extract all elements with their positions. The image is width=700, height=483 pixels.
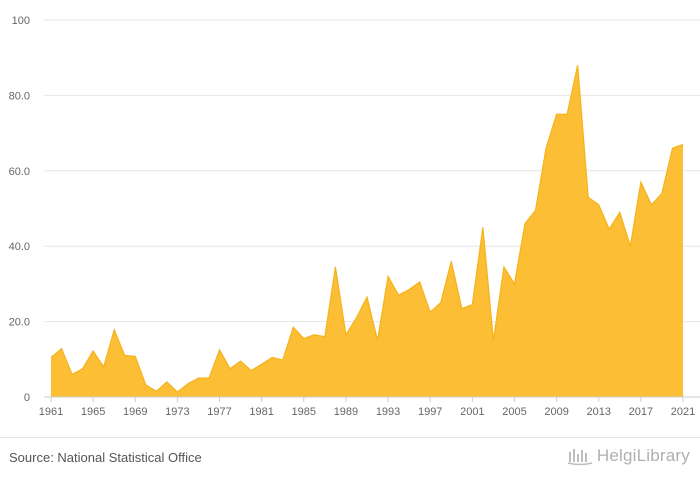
data-point[interactable] [50, 356, 52, 358]
data-point[interactable] [440, 302, 442, 304]
data-point[interactable] [345, 334, 347, 336]
data-point[interactable] [145, 384, 147, 386]
data-point[interactable] [619, 211, 621, 213]
x-tick-label: 2009 [544, 406, 568, 418]
source-note: Source: National Statistical Office [9, 450, 202, 465]
footer-divider [0, 437, 700, 438]
area-chart: 0 20.0 40.0 60.0 80.0 100 1961 1965 1969 1973 1977… [9, 15, 700, 418]
data-point[interactable] [503, 266, 505, 268]
data-point[interactable] [587, 196, 589, 198]
x-tick-label: 1969 [123, 406, 147, 418]
data-point[interactable] [71, 373, 73, 375]
logo-text: HelgiLibrary [596, 446, 690, 465]
data-point[interactable] [513, 283, 515, 285]
data-point[interactable] [492, 339, 494, 341]
data-point[interactable] [113, 329, 115, 331]
data-point[interactable] [92, 350, 94, 352]
area-layer [50, 64, 684, 398]
data-point[interactable] [81, 368, 83, 370]
data-point[interactable] [629, 245, 631, 247]
data-point[interactable] [671, 147, 673, 149]
data-point[interactable] [387, 275, 389, 277]
data-point[interactable] [229, 368, 231, 370]
data-point[interactable] [682, 143, 684, 145]
data-point[interactable] [397, 294, 399, 296]
data-point[interactable] [155, 390, 157, 392]
data-point[interactable] [524, 222, 526, 224]
data-point[interactable] [640, 181, 642, 183]
data-point[interactable] [166, 381, 168, 383]
data-point[interactable] [366, 296, 368, 298]
data-point[interactable] [271, 356, 273, 358]
x-tick-label: 1989 [334, 406, 358, 418]
data-point[interactable] [555, 113, 557, 115]
data-point[interactable] [292, 326, 294, 328]
helgi-library-logo[interactable]: HelgiLibrary [567, 446, 690, 466]
x-tick-label: 1961 [39, 406, 63, 418]
data-point[interactable] [313, 334, 315, 336]
data-point[interactable] [218, 349, 220, 351]
data-point[interactable] [566, 113, 568, 115]
data-point[interactable] [303, 337, 305, 339]
y-tick-label: 100 [12, 15, 30, 27]
data-point[interactable] [208, 377, 210, 379]
data-point[interactable] [461, 307, 463, 309]
y-tick-label: 40.0 [9, 241, 30, 253]
data-point[interactable] [471, 303, 473, 305]
data-point[interactable] [661, 192, 663, 194]
data-point[interactable] [545, 147, 547, 149]
x-tick-label: 1973 [165, 406, 189, 418]
data-point[interactable] [197, 377, 199, 379]
data-point[interactable] [187, 383, 189, 385]
data-point[interactable] [598, 204, 600, 206]
data-point[interactable] [429, 311, 431, 313]
data-point[interactable] [260, 363, 262, 365]
data-point[interactable] [408, 288, 410, 290]
data-point[interactable] [418, 281, 420, 283]
data-point[interactable] [282, 359, 284, 361]
x-tick-label: 1981 [249, 406, 273, 418]
data-point[interactable] [324, 335, 326, 337]
x-tick-label: 2005 [502, 406, 526, 418]
y-tick-label: 20.0 [9, 317, 30, 329]
x-tick-label: 2021 [671, 406, 695, 418]
data-point[interactable] [134, 355, 136, 357]
data-point[interactable] [250, 369, 252, 371]
x-tick-label: 1965 [81, 406, 105, 418]
area-line [50, 65, 684, 393]
data-point[interactable] [124, 354, 126, 356]
area-fill [51, 65, 683, 398]
data-point[interactable] [239, 360, 241, 362]
axis-layer: 0 20.0 40.0 60.0 80.0 100 1961 1965 1969 1973 1977… [9, 15, 700, 418]
y-tick-label: 0 [24, 392, 30, 404]
x-tick-label: 2017 [629, 406, 653, 418]
x-tick-label: 1977 [207, 406, 231, 418]
x-tick-label: 1985 [292, 406, 316, 418]
data-point[interactable] [376, 339, 378, 341]
data-point[interactable] [176, 391, 178, 393]
data-point[interactable] [102, 366, 104, 368]
data-point[interactable] [482, 226, 484, 228]
data-point[interactable] [355, 317, 357, 319]
data-point[interactable] [334, 266, 336, 268]
x-tick-label: 2001 [460, 406, 484, 418]
data-point[interactable] [60, 348, 62, 350]
x-tick-label: 2013 [586, 406, 610, 418]
chart-svg: 0 20.0 40.0 60.0 80.0 100 1961 1965 1969 1973 1977… [9, 15, 700, 418]
y-tick-label: 80.0 [9, 90, 30, 102]
y-tick-label: 60.0 [9, 166, 30, 178]
data-point[interactable] [576, 64, 578, 66]
data-point[interactable] [450, 260, 452, 262]
data-point[interactable] [534, 209, 536, 211]
library-icon [567, 449, 593, 466]
data-point[interactable] [650, 204, 652, 206]
x-tick-label: 1997 [418, 406, 442, 418]
x-tick-label: 1993 [376, 406, 400, 418]
data-point[interactable] [608, 228, 610, 230]
